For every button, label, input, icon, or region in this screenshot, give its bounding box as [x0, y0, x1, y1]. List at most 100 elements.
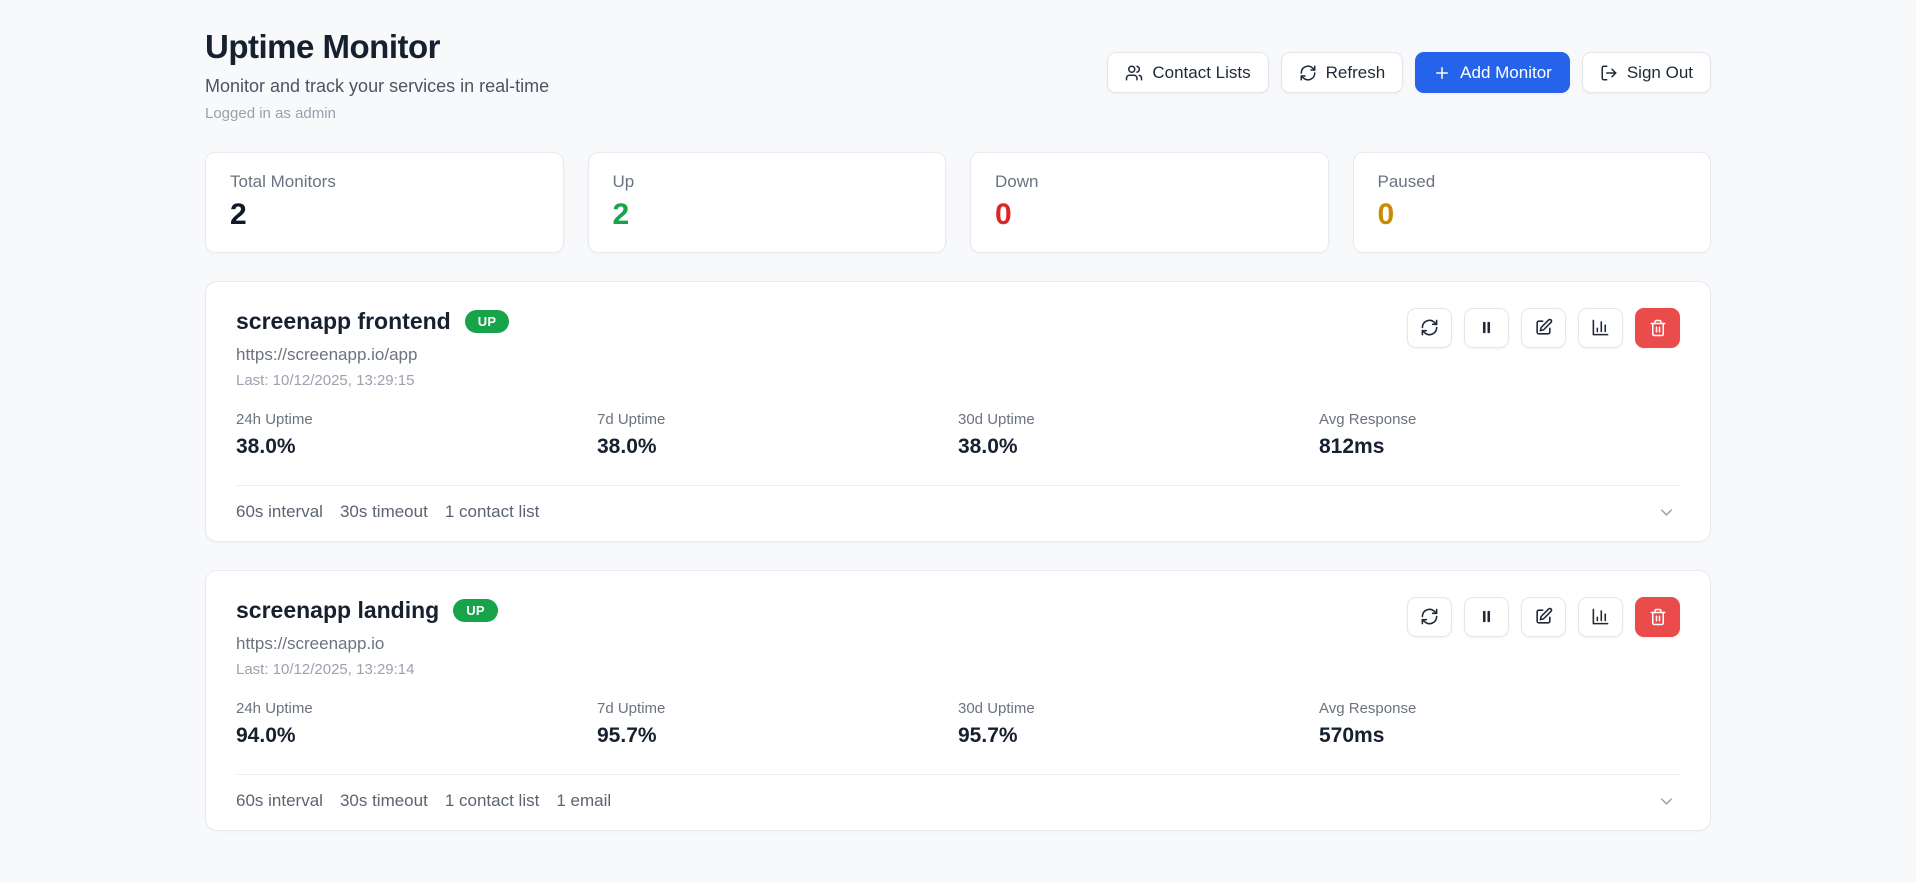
metric-30d-uptime: 30d Uptime 95.7%	[958, 700, 1319, 748]
meta-timeout: 30s timeout	[339, 502, 428, 521]
monitor-metrics: 24h Uptime 94.0% 7d Uptime 95.7% 30d Upt…	[236, 700, 1680, 748]
monitor-card-screenapp-landing: screenapp landing UP https://screenapp.i…	[205, 569, 1711, 831]
stat-card-up: Up 2	[587, 152, 946, 253]
stat-card-down: Down 0	[970, 152, 1329, 253]
bar-chart-icon	[1591, 607, 1610, 626]
meta-interval: 60s interval	[236, 502, 323, 521]
add-monitor-button[interactable]: Add Monitor	[1415, 52, 1570, 93]
status-badge: UP	[464, 309, 510, 333]
pause-monitor-button[interactable]	[1464, 596, 1509, 637]
monitor-url: https://screenapp.io	[236, 633, 385, 653]
stat-label: Down	[995, 172, 1039, 191]
monitor-url: https://screenapp.io/app	[236, 344, 418, 364]
metric-avg-response: Avg Response 812ms	[1319, 411, 1680, 459]
monitor-name: screenapp landing	[236, 596, 440, 623]
stat-card-total-monitors: Total Monitors 2	[205, 152, 564, 253]
refresh-icon	[1420, 318, 1439, 337]
monitor-metrics: 24h Uptime 38.0% 7d Uptime 38.0% 30d Upt…	[236, 411, 1680, 459]
sign-out-icon	[1600, 64, 1618, 82]
metric-30d-uptime: 30d Uptime 38.0%	[958, 411, 1319, 459]
metric-value: 94.0%	[236, 723, 296, 747]
expand-details-button[interactable]	[1655, 790, 1678, 813]
metric-label: Avg Response	[1319, 699, 1417, 717]
contact-lists-label: Contact Lists	[1152, 62, 1251, 82]
metric-avg-response: Avg Response 570ms	[1319, 700, 1680, 748]
metric-label: 24h Uptime	[236, 699, 313, 717]
chevron-down-icon	[1657, 792, 1676, 811]
refresh-label: Refresh	[1325, 62, 1386, 82]
trash-icon	[1649, 608, 1667, 626]
monitor-last-check: Last: 10/12/2025, 13:29:15	[236, 371, 415, 389]
pause-monitor-button[interactable]	[1464, 307, 1509, 348]
monitor-meta: 60s interval 30s timeout 1 contact list …	[236, 791, 611, 811]
metric-7d-uptime: 7d Uptime 95.7%	[597, 700, 958, 748]
refresh-icon	[1420, 607, 1439, 626]
stat-value-up: 2	[612, 198, 630, 231]
metric-value: 812ms	[1319, 434, 1385, 458]
bar-chart-icon	[1591, 318, 1610, 337]
page-container: Uptime Monitor Monitor and track your se…	[205, 0, 1711, 831]
monitor-info: screenapp frontend UP https://screenapp.…	[236, 307, 510, 389]
stat-label: Paused	[1377, 172, 1436, 191]
metric-value: 570ms	[1319, 723, 1385, 747]
monitor-actions	[1407, 307, 1680, 348]
chevron-down-icon	[1657, 503, 1676, 522]
metric-value: 38.0%	[236, 434, 296, 458]
stats-row: Total Monitors 2 Up 2 Down 0 Paused 0	[205, 152, 1711, 253]
metric-label: 7d Uptime	[597, 699, 666, 717]
metric-value: 38.0%	[958, 434, 1018, 458]
metric-value: 38.0%	[597, 434, 657, 458]
monitor-title-row: screenapp frontend UP	[236, 307, 510, 335]
monitor-name: screenapp frontend	[236, 307, 451, 334]
header-text: Uptime Monitor Monitor and track your se…	[205, 28, 549, 122]
metric-label: 24h Uptime	[236, 410, 313, 428]
delete-monitor-button[interactable]	[1635, 596, 1680, 637]
stat-value-total: 2	[230, 198, 247, 231]
monitor-card-screenapp-frontend: screenapp frontend UP https://screenapp.…	[205, 280, 1711, 542]
add-monitor-label: Add Monitor	[1460, 62, 1552, 82]
history-chart-button[interactable]	[1578, 307, 1623, 348]
sign-out-button[interactable]: Sign Out	[1581, 52, 1711, 93]
monitor-meta: 60s interval 30s timeout 1 contact list	[236, 502, 539, 522]
meta-contact-list: 1 contact list	[444, 502, 540, 521]
edit-monitor-button[interactable]	[1521, 307, 1566, 348]
check-now-button[interactable]	[1407, 307, 1452, 348]
stat-label: Total Monitors	[230, 172, 336, 191]
check-now-button[interactable]	[1407, 596, 1452, 637]
delete-monitor-button[interactable]	[1635, 307, 1680, 348]
monitor-actions	[1407, 596, 1680, 637]
stat-value-paused: 0	[1377, 198, 1395, 231]
monitor-head: screenapp frontend UP https://screenapp.…	[236, 307, 1680, 389]
expand-details-button[interactable]	[1655, 501, 1678, 524]
users-icon	[1125, 64, 1143, 82]
metric-label: Avg Response	[1319, 410, 1417, 428]
metric-24h-uptime: 24h Uptime 94.0%	[236, 700, 597, 748]
edit-icon	[1534, 607, 1553, 626]
meta-timeout: 30s timeout	[339, 791, 428, 810]
pause-icon	[1478, 319, 1495, 336]
monitor-footer: 60s interval 30s timeout 1 contact list …	[236, 773, 1680, 830]
monitor-footer: 60s interval 30s timeout 1 contact list	[236, 484, 1680, 541]
stat-value-down: 0	[995, 198, 1012, 231]
metric-label: 7d Uptime	[597, 410, 666, 428]
monitor-info: screenapp landing UP https://screenapp.i…	[236, 597, 498, 678]
trash-icon	[1649, 319, 1667, 337]
header-actions: Contact Lists Refresh Add Monitor Sign O…	[1107, 52, 1711, 93]
history-chart-button[interactable]	[1578, 596, 1623, 637]
page-subtitle: Monitor and track your services in real-…	[205, 76, 550, 96]
metric-label: 30d Uptime	[958, 699, 1035, 717]
plus-icon	[1433, 64, 1451, 82]
refresh-button[interactable]: Refresh	[1280, 52, 1404, 93]
contact-lists-button[interactable]: Contact Lists	[1107, 52, 1269, 93]
monitor-title-row: screenapp landing UP	[236, 597, 498, 624]
meta-email: 1 email	[556, 791, 612, 810]
sign-out-label: Sign Out	[1626, 62, 1693, 82]
metric-7d-uptime: 7d Uptime 38.0%	[597, 411, 958, 459]
monitor-last-check: Last: 10/12/2025, 13:29:14	[236, 660, 415, 678]
stat-label: Up	[612, 172, 635, 191]
pause-icon	[1478, 608, 1495, 625]
metric-value: 95.7%	[597, 723, 657, 747]
edit-monitor-button[interactable]	[1521, 596, 1566, 637]
meta-interval: 60s interval	[236, 791, 323, 810]
metric-24h-uptime: 24h Uptime 38.0%	[236, 411, 597, 459]
